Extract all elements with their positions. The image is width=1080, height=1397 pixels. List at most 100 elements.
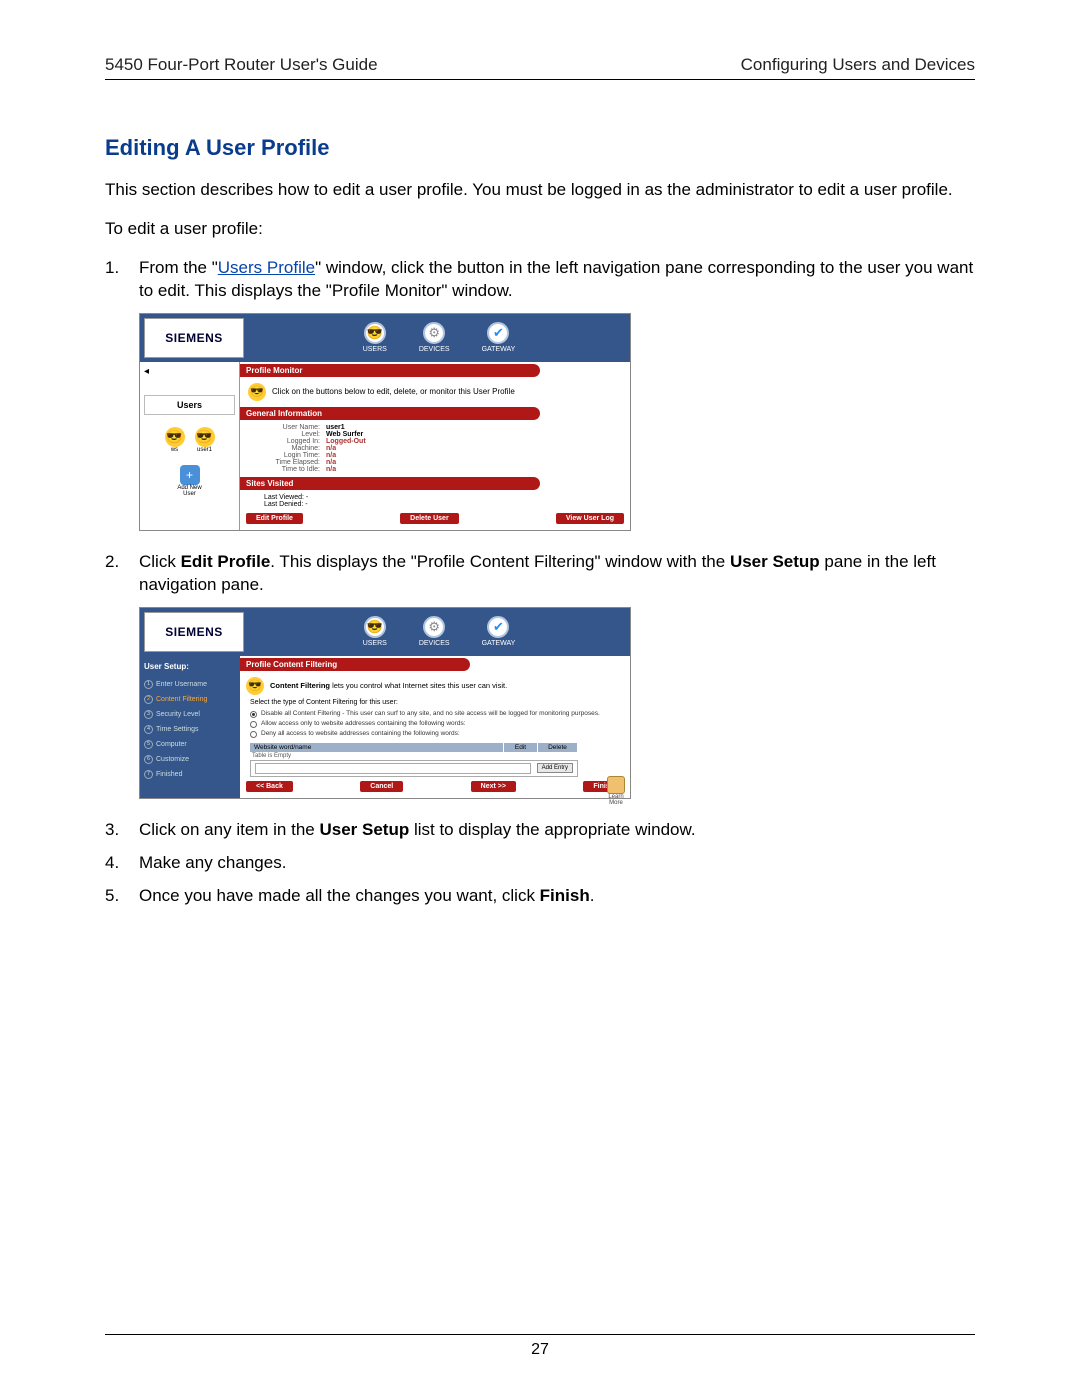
screenshot-content-filtering: SIEMENS 😎USERS ⚙DEVICES ✔GATEWAY User Se… (139, 607, 631, 799)
next-button[interactable]: Next >> (471, 781, 516, 792)
steps-list: 1. From the "Users Profile" window, clic… (105, 257, 975, 303)
main-panel: Profile Monitor 😎 Click on the buttons b… (240, 362, 630, 530)
add-user-icon: + (180, 465, 200, 485)
lead-text: To edit a user profile: (105, 218, 975, 241)
radio-deny[interactable]: Deny all access to website addresses con… (240, 729, 630, 739)
nav-gateway[interactable]: ✔GATEWAY (482, 616, 516, 647)
devices-icon: ⚙ (428, 619, 440, 635)
nav-devices[interactable]: ⚙DEVICES (419, 616, 450, 647)
logo: SIEMENS (144, 612, 244, 652)
gateway-icon: ✔ (493, 325, 504, 341)
intro-text: This section describes how to edit a use… (105, 179, 975, 202)
nav-users[interactable]: 😎USERS (363, 616, 387, 647)
setup-step-finished[interactable]: 7Finished (144, 767, 236, 782)
radio-icon (250, 721, 257, 728)
sidebar-user-user1[interactable]: 😎user1 (195, 427, 215, 453)
word-input[interactable] (255, 763, 531, 774)
setup-step-computer[interactable]: 5Computer (144, 737, 236, 752)
setup-step-security[interactable]: 3Security Level (144, 707, 236, 722)
cancel-button[interactable]: Cancel (360, 781, 403, 792)
main-panel: Profile Content Filtering 😎 Content Filt… (240, 656, 630, 798)
page-number: 27 (531, 1341, 549, 1358)
setup-step-content-filtering[interactable]: 2Content Filtering (144, 692, 236, 707)
step-number: 1. (105, 257, 139, 303)
user-setup-sidebar: User Setup: 1Enter Username 2Content Fil… (140, 656, 240, 798)
devices-icon: ⚙ (428, 325, 440, 341)
cf-select-label: Select the type of Content Filtering for… (240, 699, 630, 709)
step-text: Make any changes. (139, 852, 975, 875)
button-row: << Back Cancel Next >> Finish (240, 777, 630, 794)
step-text: Click on any item in the User Setup list… (139, 819, 975, 842)
radio-disable[interactable]: Disable all Content Filtering - This use… (240, 709, 630, 719)
nav-devices[interactable]: ⚙DEVICES (419, 322, 450, 353)
description: 😎 Click on the buttons below to edit, de… (240, 379, 630, 405)
user-icon: 😎 (165, 427, 185, 447)
button-row: Edit Profile Delete User View User Log (240, 510, 630, 530)
sidebar-title: User Setup: (144, 662, 236, 671)
user-icon: 😎 (246, 677, 264, 695)
step-3: 3. Click on any item in the User Setup l… (105, 819, 975, 842)
learn-more[interactable]: Learn More (607, 776, 625, 806)
top-bar: SIEMENS 😎USERS ⚙DEVICES ✔GATEWAY (140, 608, 630, 656)
add-new-user[interactable]: + Add New User (144, 465, 235, 497)
cf-description: 😎 Content Filtering Content Filtering le… (240, 673, 630, 699)
nav-icons: 😎USERS ⚙DEVICES ✔GATEWAY (248, 608, 630, 656)
logo: SIEMENS (144, 318, 244, 358)
back-button[interactable]: << Back (246, 781, 293, 792)
step-text: Once you have made all the changes you w… (139, 885, 975, 908)
users-icon: 😎 (367, 325, 383, 341)
add-entry-button[interactable]: Add Entry (537, 763, 573, 773)
users-icon: 😎 (367, 619, 383, 635)
table-body: Add Entry (250, 760, 578, 777)
page-footer: 27 (105, 1334, 975, 1359)
sidebar-users: 😎ws 😎user1 (144, 427, 235, 453)
radio-icon (250, 731, 257, 738)
view-user-log-button[interactable]: View User Log (556, 513, 624, 524)
radio-icon (250, 711, 257, 718)
step-5: 5. Once you have made all the changes yo… (105, 885, 975, 908)
sites-info: Last Viewed: - Last Denied: - (240, 492, 630, 510)
section-heading: Editing A User Profile (105, 135, 975, 161)
step-number: 4. (105, 852, 139, 875)
page-header: 5450 Four-Port Router User's Guide Confi… (105, 55, 975, 80)
step-text: Click Edit Profile. This displays the "P… (139, 551, 975, 597)
step-2: 2. Click Edit Profile. This displays the… (105, 551, 975, 597)
table-header: Website word/name Edit Delete (250, 743, 578, 752)
bar-sites-visited: Sites Visited (240, 477, 540, 490)
step-number: 5. (105, 885, 139, 908)
user-icon: 😎 (195, 427, 215, 447)
edit-profile-button[interactable]: Edit Profile (246, 513, 303, 524)
sidebar-title: Users (144, 395, 235, 415)
user-icon: 😎 (248, 383, 266, 401)
sidebar: ◂ Users 😎ws 😎user1 + Add New User (140, 362, 240, 530)
nav-users[interactable]: 😎USERS (363, 322, 387, 353)
radio-allow[interactable]: Allow access only to website addresses c… (240, 719, 630, 729)
sidebar-user-ws[interactable]: 😎ws (165, 427, 185, 453)
body: ◂ Users 😎ws 😎user1 + Add New User Profil… (140, 362, 630, 530)
gateway-icon: ✔ (493, 619, 504, 635)
setup-step-customize[interactable]: 6Customize (144, 752, 236, 767)
step-number: 3. (105, 819, 139, 842)
delete-user-button[interactable]: Delete User (400, 513, 459, 524)
setup-step-time[interactable]: 4Time Settings (144, 722, 236, 737)
nav-icons: 😎USERS ⚙DEVICES ✔GATEWAY (248, 314, 630, 362)
step-1: 1. From the "Users Profile" window, clic… (105, 257, 975, 303)
step-4: 4. Make any changes. (105, 852, 975, 875)
info-grid: User Name:user1 Level:Web Surfer Logged … (240, 422, 630, 475)
header-left: 5450 Four-Port Router User's Guide (105, 55, 378, 75)
setup-step-username[interactable]: 1Enter Username (144, 677, 236, 692)
steps-list-2: 2. Click Edit Profile. This displays the… (105, 551, 975, 597)
table-empty-text: Table is Empty (252, 753, 630, 759)
bar-profile-monitor: Profile Monitor (240, 364, 540, 377)
learn-more-icon (607, 776, 625, 794)
step-number: 2. (105, 551, 139, 597)
top-bar: SIEMENS 😎USERS ⚙DEVICES ✔GATEWAY (140, 314, 630, 362)
bar-content-filtering: Profile Content Filtering (240, 658, 470, 671)
header-right: Configuring Users and Devices (741, 55, 975, 75)
body: User Setup: 1Enter Username 2Content Fil… (140, 656, 630, 798)
nav-gateway[interactable]: ✔GATEWAY (482, 322, 516, 353)
users-profile-link[interactable]: Users Profile (218, 258, 315, 277)
steps-list-3: 3. Click on any item in the User Setup l… (105, 819, 975, 908)
bar-general-info: General Information (240, 407, 540, 420)
screenshot-profile-monitor: SIEMENS 😎USERS ⚙DEVICES ✔GATEWAY ◂ Users… (139, 313, 631, 531)
